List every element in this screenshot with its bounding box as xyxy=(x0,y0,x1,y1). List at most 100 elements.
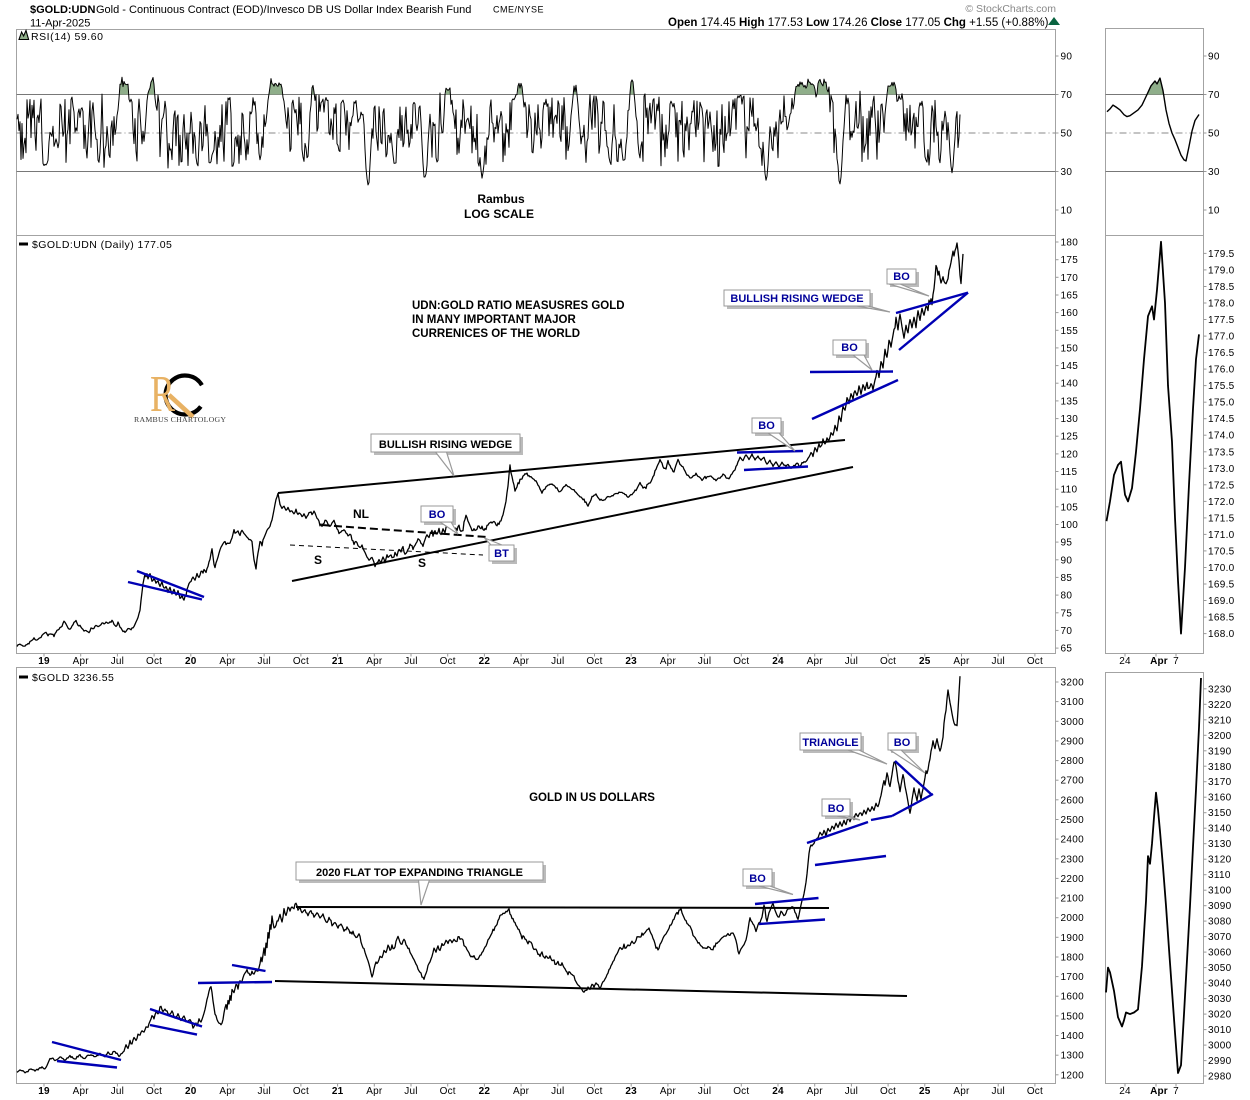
svg-text:23: 23 xyxy=(625,1086,637,1097)
svg-text:3190: 3190 xyxy=(1208,746,1232,757)
svg-text:CME/NYSE: CME/NYSE xyxy=(493,5,544,15)
svg-text:Oct: Oct xyxy=(880,656,896,667)
svg-text:Jul: Jul xyxy=(111,1086,124,1097)
svg-text:Jul: Jul xyxy=(404,1086,417,1097)
svg-text:177.5: 177.5 xyxy=(1208,315,1235,326)
svg-text:21: 21 xyxy=(332,1086,344,1097)
svg-text:2400: 2400 xyxy=(1061,835,1085,846)
svg-text:3000: 3000 xyxy=(1208,1041,1232,1052)
svg-text:© StockCharts.com: © StockCharts.com xyxy=(965,3,1056,15)
svg-text:120: 120 xyxy=(1061,449,1079,460)
svg-text:30: 30 xyxy=(1208,167,1220,178)
svg-text:Jul: Jul xyxy=(992,656,1005,667)
svg-text:LOG SCALE: LOG SCALE xyxy=(464,207,534,221)
svg-text:Jul: Jul xyxy=(258,1086,271,1097)
svg-text:3210: 3210 xyxy=(1208,715,1232,726)
svg-text:3180: 3180 xyxy=(1208,762,1232,773)
svg-text:Apr: Apr xyxy=(953,656,970,667)
svg-text:21: 21 xyxy=(332,656,344,667)
svg-text:1600: 1600 xyxy=(1061,992,1085,1003)
svg-text:7: 7 xyxy=(1173,1086,1179,1097)
svg-text:3050: 3050 xyxy=(1208,963,1232,974)
svg-text:GOLD IN US DOLLARS: GOLD IN US DOLLARS xyxy=(529,792,655,804)
svg-text:Oct: Oct xyxy=(733,656,749,667)
svg-text:2020 FLAT TOP EXPANDING TRIANG: 2020 FLAT TOP EXPANDING TRIANGLE xyxy=(316,867,523,879)
svg-text:Open 174.45 High 177.53 Low: Open 174.45 High 177.53 Low 174.26 Close… xyxy=(668,17,1049,29)
svg-text:Oct: Oct xyxy=(146,1086,162,1097)
svg-text:24: 24 xyxy=(772,656,784,667)
svg-text:3020: 3020 xyxy=(1208,1010,1232,1021)
svg-text:20: 20 xyxy=(185,656,197,667)
svg-text:Jul: Jul xyxy=(698,1086,711,1097)
svg-text:3150: 3150 xyxy=(1208,808,1232,819)
svg-text:Apr: Apr xyxy=(366,656,383,667)
svg-text:Apr: Apr xyxy=(73,656,90,667)
svg-text:19: 19 xyxy=(38,656,50,667)
svg-text:Jul: Jul xyxy=(111,656,124,667)
svg-text:Jul: Jul xyxy=(404,656,417,667)
svg-text:Apr: Apr xyxy=(953,1086,970,1097)
svg-text:176.5: 176.5 xyxy=(1208,348,1235,359)
svg-text:2100: 2100 xyxy=(1061,894,1085,905)
svg-text:2900: 2900 xyxy=(1061,736,1085,747)
svg-text:174.0: 174.0 xyxy=(1208,431,1235,442)
svg-text:S: S xyxy=(418,556,426,570)
svg-text:171.5: 171.5 xyxy=(1208,513,1235,524)
svg-text:19: 19 xyxy=(38,1086,50,1097)
svg-text:3000: 3000 xyxy=(1061,717,1085,728)
svg-text:1900: 1900 xyxy=(1061,933,1085,944)
svg-text:90: 90 xyxy=(1208,52,1220,63)
svg-text:Jul: Jul xyxy=(992,1086,1005,1097)
svg-text:85: 85 xyxy=(1061,573,1073,584)
svg-text:168.5: 168.5 xyxy=(1208,613,1235,624)
svg-text:3010: 3010 xyxy=(1208,1025,1232,1036)
svg-text:3200: 3200 xyxy=(1061,678,1085,689)
svg-text:135: 135 xyxy=(1061,396,1079,407)
svg-text:169.0: 169.0 xyxy=(1208,596,1235,607)
svg-text:3110: 3110 xyxy=(1208,870,1231,881)
svg-text:2700: 2700 xyxy=(1061,776,1085,787)
svg-text:10: 10 xyxy=(1061,206,1073,217)
svg-text:3170: 3170 xyxy=(1208,777,1232,788)
svg-text:20: 20 xyxy=(185,1086,197,1097)
svg-text:3230: 3230 xyxy=(1208,684,1232,695)
svg-text:179.0: 179.0 xyxy=(1208,265,1235,276)
svg-text:175: 175 xyxy=(1061,255,1079,266)
svg-text:3090: 3090 xyxy=(1208,901,1232,912)
svg-text:3130: 3130 xyxy=(1208,839,1232,850)
svg-text:RSI(14) 59.60: RSI(14) 59.60 xyxy=(31,31,104,43)
svg-text:2980: 2980 xyxy=(1208,1072,1232,1083)
svg-text:70: 70 xyxy=(1208,90,1220,101)
svg-text:140: 140 xyxy=(1061,379,1079,390)
svg-text:IN MANY IMPORTANT MAJOR: IN MANY IMPORTANT MAJOR xyxy=(412,314,576,326)
svg-text:100: 100 xyxy=(1061,520,1079,531)
svg-text:Apr: Apr xyxy=(660,1086,677,1097)
svg-text:24: 24 xyxy=(772,1086,784,1097)
svg-text:3200: 3200 xyxy=(1208,731,1232,742)
svg-text:Rambus: Rambus xyxy=(477,192,525,206)
svg-text:Apr: Apr xyxy=(1150,1086,1168,1097)
svg-text:115: 115 xyxy=(1061,467,1078,478)
svg-text:168.0: 168.0 xyxy=(1208,629,1235,640)
svg-text:178.0: 178.0 xyxy=(1208,299,1235,310)
svg-text:Apr: Apr xyxy=(807,1086,824,1097)
svg-text:177.0: 177.0 xyxy=(1208,332,1235,343)
svg-text:BULLISH RISING WEDGE: BULLISH RISING WEDGE xyxy=(730,293,863,305)
svg-text:176.0: 176.0 xyxy=(1208,365,1235,376)
svg-text:175.5: 175.5 xyxy=(1208,381,1235,392)
svg-text:3220: 3220 xyxy=(1208,700,1232,711)
svg-text:Apr: Apr xyxy=(219,1086,236,1097)
svg-text:Jul: Jul xyxy=(551,1086,564,1097)
svg-text:169.5: 169.5 xyxy=(1208,580,1235,591)
svg-text:171.0: 171.0 xyxy=(1208,530,1235,541)
svg-text:3100: 3100 xyxy=(1208,886,1232,897)
svg-text:25: 25 xyxy=(919,1086,931,1097)
svg-text:3060: 3060 xyxy=(1208,948,1232,959)
svg-text:80: 80 xyxy=(1061,591,1073,602)
svg-text:$GOLD:UDN (Daily) 177.05: $GOLD:UDN (Daily) 177.05 xyxy=(32,239,172,251)
svg-text:23: 23 xyxy=(625,656,637,667)
svg-text:50: 50 xyxy=(1061,129,1073,140)
svg-text:172.5: 172.5 xyxy=(1208,480,1235,491)
svg-text:Apr: Apr xyxy=(660,656,677,667)
svg-text:BULLISH RISING WEDGE: BULLISH RISING WEDGE xyxy=(379,439,512,451)
